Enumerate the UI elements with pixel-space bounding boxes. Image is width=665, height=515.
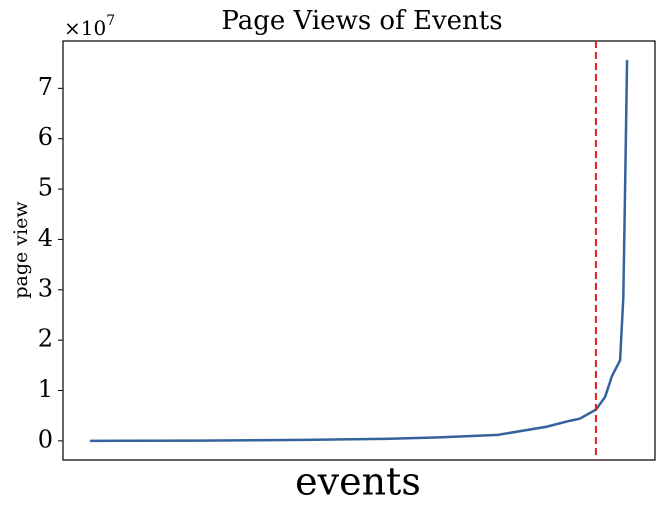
y-axis-label: page view	[10, 201, 32, 299]
y-tick-label: 4	[38, 224, 53, 252]
x-axis-label: events	[295, 460, 421, 504]
data-line	[89, 60, 629, 443]
y-tick-label: 5	[38, 174, 53, 202]
plot-frame	[62, 40, 656, 461]
y-tick-label: 3	[38, 274, 53, 302]
y-tick-label: 2	[38, 325, 53, 353]
chart-title: Page Views of Events	[221, 6, 502, 36]
y-tick-label: 0	[38, 425, 53, 453]
y-tick-label: 6	[38, 123, 53, 151]
y-offset-base: ×10	[64, 16, 106, 40]
y-offset-exponent: 7	[106, 13, 115, 29]
y-offset-text: ×107	[64, 13, 115, 40]
y-tick-label: 1	[38, 375, 53, 403]
y-tick-label: 7	[38, 73, 53, 101]
